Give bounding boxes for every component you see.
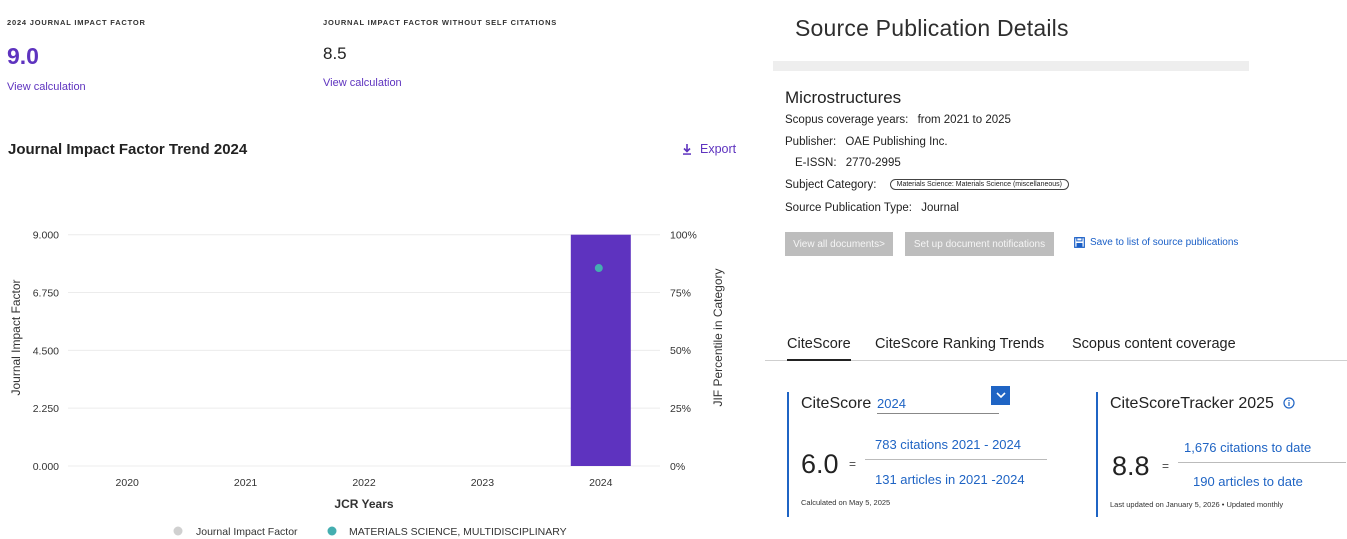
publisher-value: OAE Publishing Inc.	[845, 136, 948, 148]
y2-axis-label: JIF Percentile in Category	[711, 268, 725, 406]
tab-scopus-content-coverage[interactable]: Scopus content coverage	[1072, 336, 1236, 352]
x-tick-label: 2024	[589, 477, 613, 489]
y-axis-label: Journal Impact Factor	[9, 279, 23, 395]
y2-tick-label: 50%	[670, 345, 691, 357]
save-icon	[1074, 237, 1085, 248]
subject-label: Subject Category:	[785, 179, 877, 191]
type-value: Journal	[921, 202, 959, 214]
header-divider-bar	[773, 61, 1249, 71]
citescore-articles-link[interactable]: 131 articles in 2021 -2024	[875, 472, 1025, 487]
citescore-footnote: Calculated on May 5, 2025	[801, 498, 891, 507]
legend-label-jif: Journal Impact Factor	[196, 526, 298, 538]
publisher-label: Publisher:	[785, 136, 837, 148]
tracker-fraction-line	[1178, 462, 1346, 463]
scopus-panel: Source Publication Details Microstructur…	[765, 0, 1347, 539]
x-tick-label: 2023	[471, 477, 495, 489]
chevron-down-icon	[995, 392, 1006, 399]
jcr-panel: 2024 JOURNAL IMPACT FACTOR 9.0 View calc…	[7, 18, 736, 538]
legend-label-category: MATERIALS SCIENCE, MULTIDISCIPLINARY	[349, 526, 567, 538]
coverage-row: Scopus coverage years: from 2021 to 2025	[785, 114, 1011, 126]
legend-marker-category	[327, 526, 337, 536]
citescore-tabs: CiteScore CiteScore Ranking Trends Scopu…	[765, 336, 1347, 361]
tab-citescore-ranking-trends[interactable]: CiteScore Ranking Trends	[875, 336, 1045, 352]
eissn-row: E-ISSN: 2770-2995	[795, 157, 901, 169]
citescore-equals: =	[849, 457, 857, 471]
save-to-list-link[interactable]: Save to list of source publications	[1074, 237, 1238, 248]
legend-marker-jif	[173, 526, 183, 536]
y-tick-label: 0.000	[33, 461, 59, 473]
citescore-tracker-card: CiteScoreTracker 2025 8.8 = 1,676 citati…	[1096, 392, 1347, 517]
jif-bar-2024	[570, 234, 631, 466]
x-tick-label: 2021	[234, 477, 258, 489]
document-notifications-button[interactable]: Set up document notifications	[905, 232, 1054, 256]
source-details-title: Source Publication Details	[795, 15, 1069, 41]
type-label: Source Publication Type:	[785, 202, 913, 214]
y-tick-label: 9.000	[33, 230, 59, 242]
coverage-value: from 2021 to 2025	[917, 114, 1011, 126]
tab-citescore[interactable]: CiteScore	[787, 336, 851, 361]
tracker-value: 8.8	[1112, 451, 1150, 481]
eissn-label: E-ISSN:	[795, 157, 837, 169]
eissn-value: 2770-2995	[845, 157, 901, 169]
x-tick-label: 2022	[352, 477, 376, 489]
view-all-documents-button[interactable]: View all documents>	[785, 232, 893, 256]
y2-tick-label: 0%	[670, 461, 685, 473]
tracker-articles-link[interactable]: 190 articles to date	[1193, 474, 1303, 489]
publisher-row: Publisher: OAE Publishing Inc.	[785, 136, 948, 148]
trend-title: Journal Impact Factor Trend 2024	[8, 141, 248, 158]
y-tick-label: 6.750	[33, 288, 59, 300]
type-row: Source Publication Type: Journal	[785, 202, 959, 214]
x-tick-label: 2020	[116, 477, 140, 489]
y-tick-label: 4.500	[33, 345, 59, 357]
jif-noself-view-calculation-link[interactable]: View calculation	[323, 77, 402, 89]
citescore-fraction-line	[865, 459, 1047, 460]
jif-trend-chart: 0.000 2.250 4.500 6.750 9.000 0% 25% 50% 75% 100%…	[9, 229, 725, 538]
citescore-value: 6.0	[801, 449, 839, 479]
jif-value: 9.0	[7, 43, 39, 69]
y2-tick-label: 100%	[670, 229, 697, 241]
citescore-citations-link[interactable]: 783 citations 2021 - 2024	[875, 437, 1021, 452]
journal-name: Microstructures	[785, 88, 902, 107]
subject-row: Subject Category: Materials Science: Mat…	[785, 179, 1069, 191]
save-to-list-label: Save to list of source publications	[1090, 237, 1239, 248]
export-button[interactable]: Export	[682, 142, 736, 156]
year-dropdown-button[interactable]	[991, 386, 1010, 405]
info-icon[interactable]	[1283, 397, 1295, 409]
jif-metric: 2024 JOURNAL IMPACT FACTOR 9.0 View calc…	[7, 18, 146, 93]
jif-noself-label: JOURNAL IMPACT FACTOR WITHOUT SELF CITAT…	[323, 18, 558, 27]
jif-label: 2024 JOURNAL IMPACT FACTOR	[7, 18, 146, 27]
tracker-citations-link[interactable]: 1,676 citations to date	[1184, 440, 1312, 455]
y2-tick-label: 75%	[670, 287, 691, 299]
citescore-heading: CiteScore	[801, 395, 872, 412]
citescore-year-select[interactable]: 2024	[877, 396, 999, 414]
tracker-equals: =	[1162, 459, 1170, 473]
export-label: Export	[700, 142, 737, 156]
tracker-heading: CiteScoreTracker 2025	[1110, 395, 1295, 413]
x-axis-label: JCR Years	[334, 497, 393, 511]
download-icon	[683, 143, 691, 155]
subject-category-pill[interactable]: Materials Science: Materials Science (mi…	[889, 179, 1069, 191]
tracker-footnote: Last updated on January 5, 2026 • Update…	[1110, 500, 1284, 509]
jif-noself-value: 8.5	[323, 44, 347, 63]
y-tick-label: 2.250	[33, 403, 59, 415]
jif-view-calculation-link[interactable]: View calculation	[7, 81, 86, 93]
jif-noself-metric: JOURNAL IMPACT FACTOR WITHOUT SELF CITAT…	[323, 18, 557, 89]
percentile-point-2024	[594, 264, 603, 273]
y2-tick-label: 25%	[670, 403, 691, 415]
tracker-heading-label: CiteScoreTracker 2025	[1110, 395, 1274, 412]
coverage-label: Scopus coverage years:	[785, 114, 909, 126]
citescore-card: CiteScore 2024 6.0 = 783 citations 2021 …	[787, 386, 1067, 517]
